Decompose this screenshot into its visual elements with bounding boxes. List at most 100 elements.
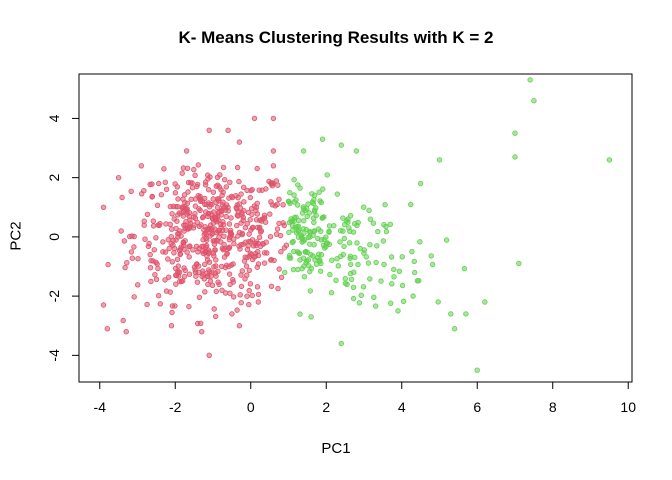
cluster-1-point [120,317,126,324]
cluster-1-point [223,184,229,190]
cluster-1-point [154,202,161,208]
cluster-2-point [378,278,384,284]
cluster-1-point [157,301,163,307]
cluster-2-point [443,237,450,243]
cluster-2-point [318,237,324,243]
cluster-2-point [288,255,294,261]
y-tick-label: 2 [46,174,62,182]
cluster-2-point [474,367,480,373]
cluster-1-point [157,220,163,227]
cluster-1-point [214,218,220,225]
cluster-1-point [194,181,201,188]
cluster-1-point [174,256,181,262]
cluster-2-point [409,248,415,255]
cluster-1-point [216,184,223,190]
cluster-1-point [272,203,278,209]
cluster-1-point [227,179,233,185]
cluster-1-point [153,235,159,241]
cluster-1-point [234,164,241,171]
cluster-1-point [144,301,150,308]
cluster-2-point [333,277,339,283]
cluster-2-point [346,240,353,246]
cluster-2-point [308,251,314,258]
x-tick-label: 0 [247,399,255,415]
cluster-1-point [169,309,175,316]
cluster-1-point [256,225,263,232]
cluster-1-point [249,237,256,243]
cluster-2-point [320,186,326,192]
cluster-1-point [148,278,154,285]
cluster-1-point [278,274,285,280]
cluster-1-point [169,259,175,265]
cluster-2-point [348,276,355,283]
cluster-2-point [323,234,329,240]
cluster-1-point [245,209,252,216]
cluster-1-point [227,281,233,288]
cluster-1-point [226,221,233,227]
cluster-2-point [365,260,372,266]
cluster-2-point [301,230,307,236]
cluster-1-point [211,238,218,244]
cluster-1-point [228,215,234,221]
cluster-1-point [229,311,235,317]
cluster-2-point [340,215,346,221]
cluster-2-point [307,241,313,247]
cluster-1-point [244,293,250,299]
cluster-2-point [360,284,367,290]
cluster-1-point [100,204,107,210]
cluster-2-point [320,214,326,221]
cluster-1-point [134,282,141,288]
cluster-2-point [291,248,297,255]
cluster-2-point [463,311,469,317]
cluster-2-point [305,257,312,263]
y-axis-label: PC2 [7,221,25,251]
cluster-1-point [241,199,247,205]
cluster-1-point [166,245,172,252]
cluster-2-point [348,261,354,268]
cluster-1-point [203,242,210,249]
cluster-1-point [211,264,217,270]
cluster-2-point [296,250,302,256]
y-tick-label: 4 [46,114,62,122]
cluster-1-point [186,271,193,277]
cluster-2-point [326,229,332,235]
x-tick-label: -4 [94,399,107,415]
cluster-1-point [165,256,171,262]
cluster-2-point [342,276,348,282]
cluster-2-point [361,204,367,210]
cluster-2-point [388,254,395,260]
cluster-1-point [240,217,246,223]
cluster-1-point [206,227,212,233]
cluster-1-point [206,259,213,265]
cluster-2-point [307,288,313,294]
x-tick-label: -2 [169,399,182,415]
cluster-1-point [247,281,254,287]
cluster-1-point [128,188,134,194]
cluster-1-point [280,202,286,208]
cluster-1-point [105,261,111,268]
cluster-1-point [236,243,242,249]
cluster-1-point [203,237,210,243]
cluster-1-point [138,163,144,169]
cluster-1-point [236,178,242,185]
cluster-1-point [183,148,190,154]
cluster-2-point [318,199,324,206]
cluster-2-point [311,219,317,226]
cluster-2-point [337,239,343,245]
x-tick-label: 6 [473,399,481,415]
cluster-1-point [150,218,156,224]
cluster-1-point [218,221,224,227]
cluster-1-point [246,301,252,308]
cluster-2-point [286,229,292,236]
cluster-1-point [210,209,217,215]
cluster-1-point [251,115,258,122]
cluster-1-point [192,203,199,209]
cluster-1-point [244,220,250,227]
cluster-2-point [354,222,360,229]
cluster-2-point [347,212,354,219]
cluster-1-point [186,213,193,220]
cluster-2-point [435,299,441,305]
cluster-1-point [155,293,162,299]
cluster-1-point [129,255,135,261]
